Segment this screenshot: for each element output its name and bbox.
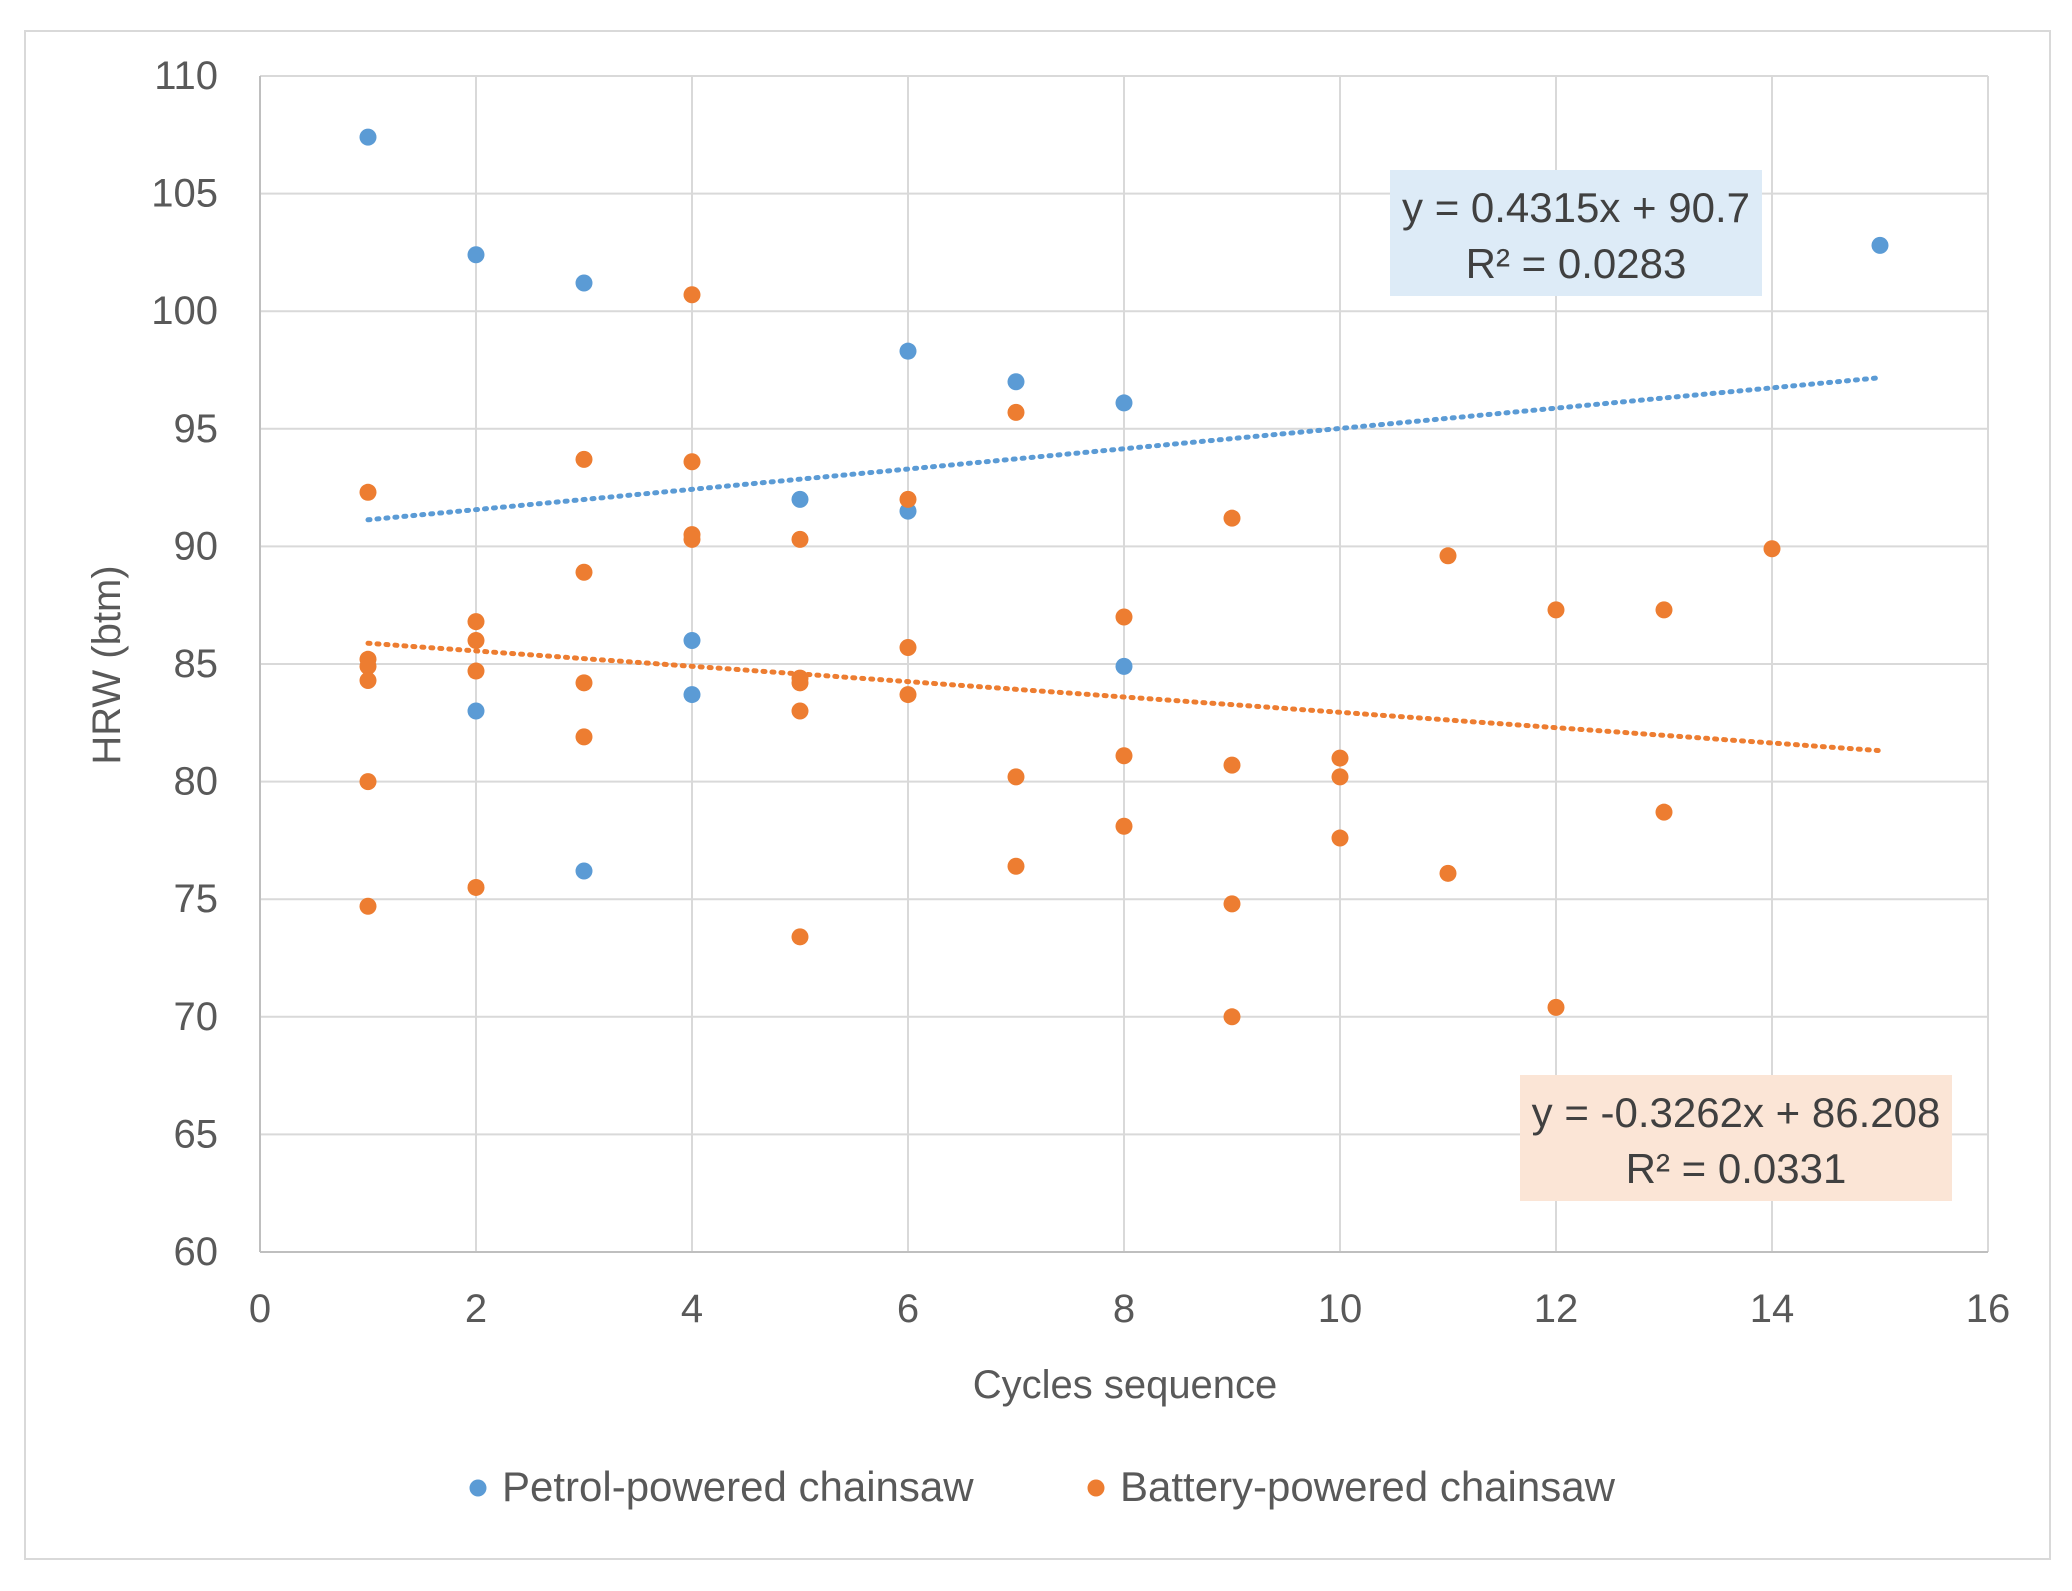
x-tick-label: 12 [1534, 1287, 1579, 1331]
battery-point [1331, 768, 1349, 786]
y-tick-label: 105 [151, 172, 218, 216]
battery-point [467, 631, 485, 649]
x-tick-label: 14 [1750, 1287, 1795, 1331]
battery-point [683, 286, 701, 304]
battery-point [791, 530, 809, 548]
battery-point [1331, 749, 1349, 767]
x-axis-title: Cycles sequence [973, 1363, 1278, 1407]
battery-trendline-label-box [1520, 1075, 1952, 1201]
battery-point [1007, 403, 1025, 421]
battery-point [1223, 756, 1241, 774]
trendline-petrol [365, 375, 1883, 523]
battery-point [791, 674, 809, 692]
battery-point [791, 702, 809, 720]
battery-point [467, 613, 485, 631]
battery-point [575, 563, 593, 581]
battery-point [359, 897, 377, 915]
petrol-trendline-label-r2: R² = 0.0283 [1466, 240, 1687, 287]
petrol-point [467, 702, 485, 720]
legend-petrol-marker [469, 1479, 487, 1497]
battery-trendline-label-equation: y = -0.3262x + 86.208 [1532, 1089, 1941, 1136]
petrol-trendline-label-equation: y = 0.4315x + 90.7 [1402, 184, 1750, 231]
battery-point [899, 686, 917, 704]
x-tick-label: 4 [681, 1287, 703, 1331]
battery-point [683, 453, 701, 471]
data-points [359, 128, 1889, 1026]
petrol-point [359, 128, 377, 146]
x-tick-label: 2 [465, 1287, 487, 1331]
y-tick-label: 65 [174, 1112, 219, 1156]
petrol-point [1007, 373, 1025, 391]
battery-point [575, 674, 593, 692]
battery-point [1223, 895, 1241, 913]
battery-point [1763, 540, 1781, 558]
petrol-point [683, 686, 701, 704]
battery-point [575, 450, 593, 468]
petrol-point [1115, 394, 1133, 412]
battery-point [1547, 998, 1565, 1016]
x-tick-label: 6 [897, 1287, 919, 1331]
battery-point [1331, 829, 1349, 847]
legend-battery-marker [1087, 1479, 1105, 1497]
y-tick-label: 75 [174, 877, 219, 921]
y-tick-label: 95 [174, 407, 219, 451]
battery-point [1655, 601, 1673, 619]
x-tick-label: 0 [249, 1287, 271, 1331]
y-tick-label: 60 [174, 1230, 219, 1274]
y-axis-title: HRW (btm) [85, 565, 129, 764]
y-tick-label: 80 [174, 760, 219, 804]
battery-point [359, 483, 377, 501]
battery-point [1007, 768, 1025, 786]
battery-point [1547, 601, 1565, 619]
trendline-labels: y = 0.4315x + 90.7 R² = 0.0283 y = -0.3262… [1390, 170, 1952, 1201]
battery-point [359, 671, 377, 689]
petrol-point [683, 631, 701, 649]
legend-battery-label: Battery-powered chainsaw [1120, 1463, 1616, 1510]
battery-point [1115, 817, 1133, 835]
petrol-point [899, 502, 917, 520]
battery-point [1439, 864, 1457, 882]
petrol-point [1115, 657, 1133, 675]
legend: Petrol-powered chainsaw Battery-powered c… [469, 1463, 1616, 1510]
y-tick-label: 85 [174, 642, 219, 686]
battery-point [683, 530, 701, 548]
petrol-point [575, 862, 593, 880]
battery-point [899, 490, 917, 508]
battery-point [1007, 857, 1025, 875]
battery-point [791, 928, 809, 946]
petrol-point [467, 246, 485, 264]
petrol-point [899, 342, 917, 360]
battery-point [359, 657, 377, 675]
battery-point [899, 639, 917, 657]
battery-point [1655, 803, 1673, 821]
petrol-point [791, 490, 809, 508]
battery-point [1439, 547, 1457, 565]
x-tick-label: 8 [1113, 1287, 1135, 1331]
y-tick-label: 100 [151, 289, 218, 333]
battery-point [467, 878, 485, 896]
petrol-point [1871, 236, 1889, 254]
battery-trendline-label-r2: R² = 0.0331 [1626, 1145, 1847, 1192]
petrol-trendline-label-box [1390, 170, 1762, 296]
trendline-battery [365, 640, 1883, 754]
axes: 60 65 70 75 80 85 90 95 100 105 110 0 2 4 6 8 10 12 14 16 [151, 54, 2010, 1331]
x-tick-label: 16 [1966, 1287, 2011, 1331]
legend-petrol-label: Petrol-powered chainsaw [502, 1463, 974, 1510]
battery-point [359, 773, 377, 791]
x-tick-label: 10 [1318, 1287, 1363, 1331]
y-tick-label: 90 [174, 524, 219, 568]
y-tick-label: 110 [154, 54, 218, 98]
battery-point [575, 728, 593, 746]
battery-point [1115, 747, 1133, 765]
battery-point [1115, 608, 1133, 626]
battery-point [1223, 509, 1241, 527]
y-tick-label: 70 [174, 995, 219, 1039]
battery-point [467, 662, 485, 680]
petrol-point [575, 274, 593, 292]
battery-point [1223, 1008, 1241, 1026]
trendlines [365, 375, 1883, 754]
